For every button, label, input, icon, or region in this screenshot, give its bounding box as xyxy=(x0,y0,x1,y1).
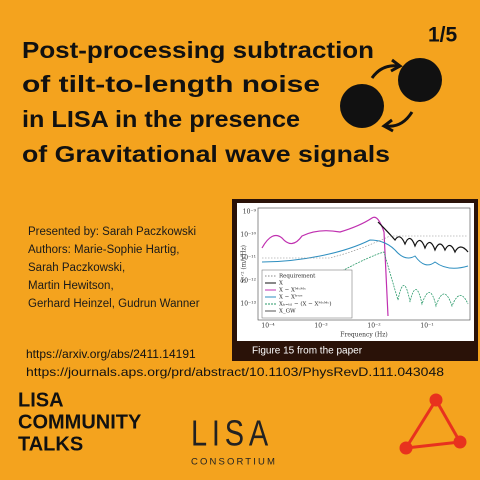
y-tick-label: 10⁻¹² xyxy=(240,278,256,285)
series-line: TALKS xyxy=(18,433,83,455)
x-tick-label: 10⁻¹ xyxy=(420,323,433,330)
legend-entry: Xₕ₌ₜₜₗ − (X − Xᴹᶜᴹᶜ) xyxy=(279,301,331,308)
legend-entry: Requirement xyxy=(279,274,316,280)
legend-entry: X_GW xyxy=(279,309,296,315)
y-tick-label: 10⁻¹⁰ xyxy=(240,232,256,239)
figure-caption: Figure 15 from the paper xyxy=(252,346,363,357)
y-tick-label: 10⁻⁹ xyxy=(243,209,257,216)
x-axis-label: Frequency (Hz) xyxy=(340,332,387,339)
credit: Sarah Paczkowski, xyxy=(28,262,125,274)
legend-entry: X xyxy=(279,281,283,287)
orbit-icon xyxy=(340,58,442,133)
y-tick-label: 10⁻¹³ xyxy=(240,301,256,308)
page-number: 1/5 xyxy=(428,24,458,47)
link: https://journals.aps.org/prd/abstract/10… xyxy=(26,365,444,379)
x-tick-label: 10⁻³ xyxy=(314,323,328,330)
title-line: of tilt-to-length noise xyxy=(22,71,320,97)
credit: Presented by: Sarah Paczkowski xyxy=(28,226,196,238)
logo-subtitle: CONSORTIUM xyxy=(191,456,277,466)
legend-entry: X − Xᵗʳᵘᵉ xyxy=(279,294,303,301)
credit: Authors: Marie-Sophie Hartig, xyxy=(28,244,179,256)
logo: LISA xyxy=(191,413,273,454)
credit: Gerhard Heinzel, Gudrun Wanner xyxy=(28,298,200,310)
network-icon xyxy=(399,393,467,455)
series-line: COMMUNITY xyxy=(18,411,142,433)
link: https://arxiv.org/abs/2411.14191 xyxy=(26,347,196,361)
title-line: in LISA in the presence xyxy=(22,106,300,132)
y-axis-label: S¹ᐟ² (m/√Hz) xyxy=(241,245,248,283)
x-tick-label: 10⁻⁴ xyxy=(261,323,275,330)
title-line: of Gravitational wave signals xyxy=(22,141,390,167)
legend-entry: X − Xᴹᶜᴹᶜ xyxy=(279,287,306,294)
x-tick-label: 10⁻² xyxy=(367,323,381,330)
title-line: Post-processing subtraction xyxy=(22,37,374,63)
y-tick-label: 10⁻¹¹ xyxy=(240,255,256,262)
figure: 10⁻⁹ 10⁻¹⁰ 10⁻¹¹ 10⁻¹² 10⁻¹³ 10⁻⁴ 10⁻³ 1… xyxy=(232,199,478,361)
credit: Martin Hewitson, xyxy=(28,280,114,292)
series-line: LISA xyxy=(18,389,64,411)
